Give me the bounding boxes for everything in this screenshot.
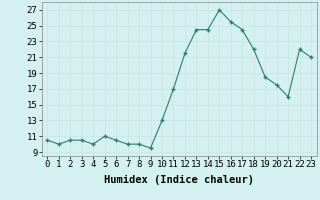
X-axis label: Humidex (Indice chaleur): Humidex (Indice chaleur) [104,175,254,185]
